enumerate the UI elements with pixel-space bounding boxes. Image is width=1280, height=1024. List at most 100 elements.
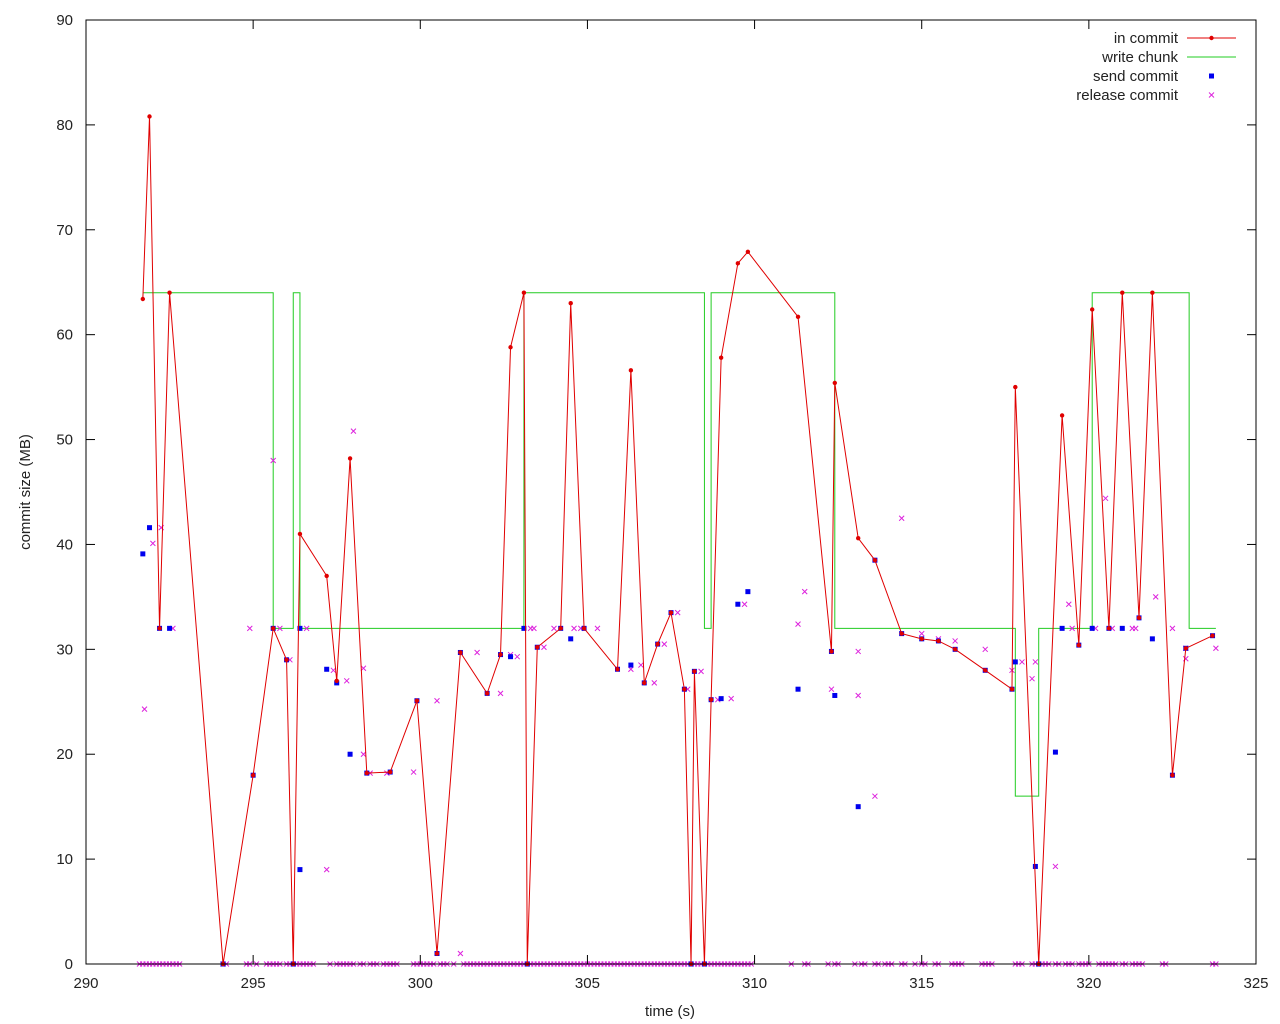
x-axis-label: time (s) — [645, 1003, 695, 1020]
send-commit-point — [735, 601, 741, 607]
release-commit-point — [872, 793, 878, 800]
in-commit-point — [735, 261, 741, 266]
release-commit-point — [1069, 625, 1075, 632]
release-commit-point — [698, 668, 704, 675]
in-commit-point — [568, 301, 573, 306]
in-commit-point — [668, 610, 674, 615]
release-commit-point — [1052, 863, 1059, 870]
release-commit-point — [531, 625, 537, 632]
in-commit-point — [347, 456, 353, 461]
legend-label: write chunk — [1101, 49, 1178, 66]
in-commit-point — [1013, 384, 1018, 390]
in-commit-point — [795, 314, 801, 320]
y-tick-label: 80 — [56, 117, 73, 134]
release-commit-point — [150, 540, 156, 547]
in-commit-point — [297, 531, 303, 537]
release-commit-point — [795, 621, 801, 628]
release-commit-point — [1019, 659, 1025, 665]
x-tick-label: 310 — [742, 975, 767, 992]
in-commit-point — [829, 649, 834, 654]
release-commit-point — [410, 769, 417, 775]
plot-marks — [136, 114, 1219, 967]
in-commit-point — [558, 626, 563, 631]
in-commit-point — [147, 114, 152, 119]
x-tick-label: 315 — [909, 975, 934, 992]
send-commit-point — [1089, 625, 1095, 631]
send-commit-point — [508, 654, 514, 660]
release-commit-point — [303, 625, 310, 632]
release-commit-point — [1169, 625, 1176, 632]
send-commit-point — [795, 686, 801, 692]
in-commit-point — [642, 680, 647, 686]
release-commit-point — [918, 630, 925, 637]
release-commit-point — [541, 644, 547, 651]
release-commit-point — [855, 692, 862, 699]
in-commit-point — [167, 290, 172, 295]
legend-marker-release-commit — [1208, 92, 1215, 98]
send-commit-point — [745, 589, 751, 595]
release-commit-point — [1102, 495, 1109, 502]
send-commit-point — [140, 551, 146, 557]
release-commit-point — [1213, 645, 1219, 652]
plot-frame — [85, 19, 1257, 965]
release-commit-point — [1152, 594, 1159, 600]
in-commit-point — [615, 667, 620, 672]
in-commit-point — [872, 557, 878, 563]
in-commit-point — [718, 355, 724, 360]
y-tick-label: 60 — [56, 327, 73, 344]
in-commit-point — [936, 638, 941, 644]
y-tick-label: 40 — [56, 536, 73, 553]
y-tick-label: 50 — [56, 432, 73, 449]
in-commit-point — [581, 626, 587, 631]
axis-ticks: 290 295 300 305 310 315 320 325 0 10 20 30 40 50 60 70 8… — [56, 12, 1268, 992]
in-commit-point — [952, 647, 958, 652]
in-commit-point — [498, 652, 503, 657]
release-commit-point — [594, 625, 601, 632]
y-axis-label: commit size (MB) — [17, 434, 34, 550]
legend-marker-in-commit — [1209, 35, 1214, 41]
y-tick-label: 10 — [56, 851, 73, 868]
release-commit-point — [497, 690, 504, 697]
in-commit-point — [692, 669, 697, 674]
send-commit-point — [832, 692, 838, 698]
release-commit-point — [651, 680, 658, 686]
in-commit-point — [535, 645, 540, 650]
legend: in commit write chunk send commit release c… — [1076, 30, 1236, 104]
send-commit-point — [1052, 749, 1058, 755]
in-commit-point — [1009, 686, 1015, 692]
x-tick-label: 295 — [241, 975, 266, 992]
x-tick-label: 320 — [1076, 975, 1101, 992]
in-commit-point — [1136, 615, 1142, 621]
release-commit-point — [343, 677, 350, 684]
in-commit-point — [655, 641, 660, 647]
release-commit-point — [628, 666, 634, 673]
send-commit-point — [1012, 659, 1018, 665]
release-commit-point — [551, 625, 557, 632]
release-commit-point — [952, 638, 958, 644]
in-commit-point — [140, 296, 146, 302]
y-tick-label: 30 — [56, 641, 73, 658]
release-commit-point — [350, 428, 357, 435]
send-commit-point — [521, 625, 527, 631]
in-commit-point — [484, 691, 490, 696]
release-commit-point — [855, 648, 862, 655]
release-commit-point — [661, 641, 668, 647]
release-commit-point — [270, 457, 277, 464]
in-commit-point — [458, 650, 463, 655]
release-commit-point — [330, 667, 337, 674]
in-commit-point — [157, 626, 162, 631]
in-commit-point — [983, 668, 988, 673]
release-commit-point — [638, 662, 644, 668]
release-commit-point — [828, 686, 835, 693]
release-commit-point — [1132, 625, 1139, 632]
send-commit-point — [718, 696, 724, 702]
send-commit-point — [347, 751, 353, 757]
in-commit-point — [919, 636, 924, 642]
release-commit-point — [246, 625, 253, 632]
release-commit-point — [1032, 659, 1039, 665]
send-commit-point — [1032, 863, 1038, 869]
in-commit-point — [434, 951, 440, 956]
release-commit-point — [474, 649, 480, 656]
